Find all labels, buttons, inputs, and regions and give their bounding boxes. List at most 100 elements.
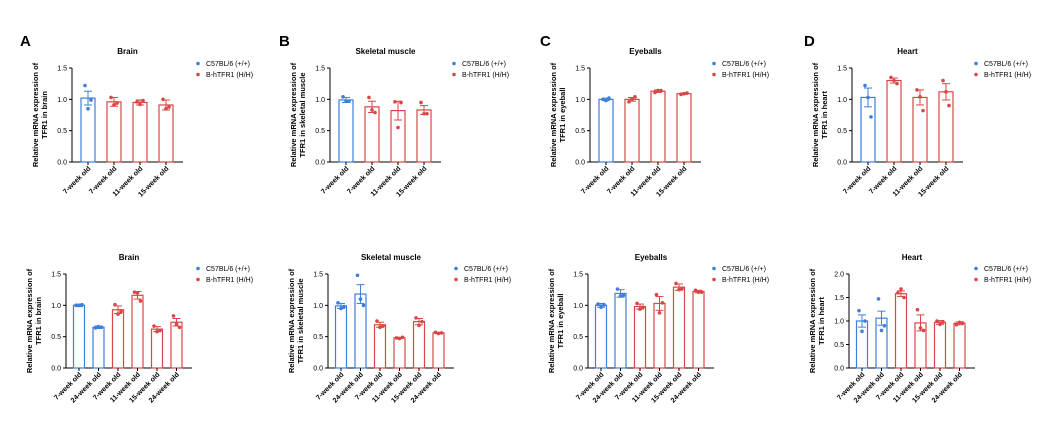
data-point <box>174 322 179 326</box>
data-point <box>436 331 441 336</box>
data-point <box>155 329 159 334</box>
data-point <box>892 78 896 83</box>
data-point <box>141 98 145 103</box>
bar <box>672 286 686 369</box>
y-axis-label-line: TFR1 in heart <box>820 91 829 139</box>
data-point <box>921 108 925 113</box>
bar <box>416 109 432 163</box>
bar <box>393 337 406 369</box>
data-point <box>347 99 351 104</box>
data-point <box>135 291 140 295</box>
data-point <box>158 328 162 333</box>
y-tick-label: 0.5 <box>313 334 323 341</box>
data-point <box>960 321 965 325</box>
data-point <box>400 335 405 340</box>
y-tick-label: 0.0 <box>575 160 585 167</box>
legend: C57BL/6 (+/+) B-hTFR1 (H/H) <box>974 61 1031 79</box>
y-axis-label-line: Relative mRNA expression of <box>287 268 296 373</box>
bar <box>170 321 183 369</box>
chart-title: Eyeballs <box>629 47 662 56</box>
bar <box>373 324 387 369</box>
y-tick-label: 0.5 <box>573 334 583 341</box>
data-point <box>860 329 864 334</box>
legend-marker <box>196 277 200 282</box>
y-tick-label: 0.0 <box>313 366 323 373</box>
bar <box>624 98 640 163</box>
y-tick-label: 1.0 <box>51 303 61 310</box>
data-point <box>119 309 123 314</box>
data-point <box>358 297 363 301</box>
y-axis-label-line: TFR1 in heart <box>817 297 826 345</box>
y-tick-label: 0.5 <box>315 128 325 135</box>
y-tick-label: 0.5 <box>57 128 67 135</box>
data-point <box>899 287 903 291</box>
data-point <box>171 314 176 318</box>
legend-entry: B-hTFR1 (H/H) <box>462 72 509 79</box>
data-point <box>344 99 348 104</box>
y-tick-label: 0.0 <box>573 366 583 373</box>
data-point <box>696 290 701 294</box>
chart-panel-4: D Heart Relative mRNA expression ofTFR1 in… <box>804 33 1031 198</box>
data-point <box>399 100 403 105</box>
legend-marker <box>712 72 716 77</box>
data-point <box>654 292 659 297</box>
chart-title: Skeletal muscle <box>361 253 422 262</box>
data-point <box>361 303 366 308</box>
data-point <box>653 90 657 95</box>
data-point <box>77 303 81 308</box>
legend-entry: C57BL/6 (+/+) <box>984 266 1028 273</box>
data-point <box>941 320 945 324</box>
legend-entry: B-hTFR1 (H/H) <box>984 277 1031 284</box>
data-point <box>152 324 156 328</box>
legend-marker <box>712 266 716 271</box>
data-point <box>657 311 662 315</box>
data-point <box>918 326 923 330</box>
data-point <box>99 325 104 330</box>
legend-entry: B-hTFR1 (H/H) <box>722 72 769 79</box>
y-axis-label-line: Relative mRNA expression of <box>25 268 34 373</box>
data-point <box>866 95 870 100</box>
data-point <box>954 322 959 327</box>
panel-label: D <box>804 33 815 50</box>
data-point <box>915 88 919 92</box>
data-point <box>112 103 116 107</box>
legend-entry: B-hTFR1 (H/H) <box>206 72 253 79</box>
bar <box>912 96 928 163</box>
y-axis-label: Relative mRNA expression ofTFR1 in heart <box>811 62 829 167</box>
legend-marker <box>452 72 456 77</box>
legend-marker <box>974 277 978 282</box>
data-point <box>857 308 861 313</box>
data-point <box>599 305 603 310</box>
data-point <box>177 325 182 330</box>
data-point <box>896 291 900 295</box>
data-point <box>607 96 611 100</box>
y-tick-label: 1.5 <box>313 272 323 279</box>
y-tick-label: 1.0 <box>573 303 583 310</box>
y-axis-label: Relative mRNA expression ofTFR1 in heart <box>808 268 826 373</box>
data-point <box>659 88 663 93</box>
data-point <box>863 319 867 323</box>
data-point <box>869 115 873 119</box>
legend-entry: C57BL/6 (+/+) <box>984 61 1028 68</box>
y-axis-label-line: Relative mRNA expression of <box>547 268 556 373</box>
panel-label: B <box>279 33 290 50</box>
data-point <box>138 102 142 107</box>
y-tick-label: 1.0 <box>575 97 585 104</box>
data-point <box>414 316 418 320</box>
y-tick-label: 0.0 <box>57 160 67 167</box>
chart-panel-2: B Skeletal muscle Relative mRNA expression… <box>279 33 509 198</box>
data-point <box>367 95 371 100</box>
data-point <box>342 304 346 309</box>
bar <box>334 305 348 369</box>
legend-entry: C57BL/6 (+/+) <box>464 266 508 273</box>
legend-marker <box>452 61 456 66</box>
data-point <box>674 281 678 286</box>
data-point <box>397 336 402 341</box>
data-point <box>113 302 117 307</box>
data-point <box>164 106 168 111</box>
data-point <box>396 125 400 130</box>
y-tick-label: 1.5 <box>51 272 61 279</box>
data-point <box>96 324 101 329</box>
legend-entry: B-hTFR1 (H/H) <box>464 277 511 284</box>
